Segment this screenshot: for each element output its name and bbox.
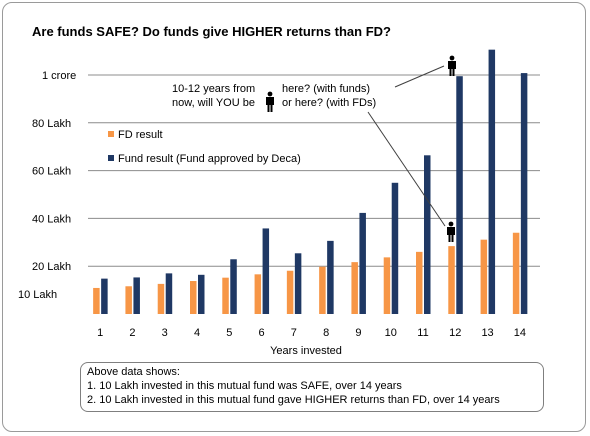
y-tick-label-60: 60 Lakh <box>32 166 71 178</box>
x-tick-label-13: 13 <box>481 327 493 339</box>
y-tick-label-20: 20 Lakh <box>32 261 71 273</box>
x-tick-label-4: 4 <box>194 327 200 339</box>
annotation-fd-label: or here? (with FDs) <box>282 97 376 109</box>
notes-line-1: 1. 10 Lakh invested in this mutual fund … <box>87 380 402 392</box>
x-tick-label-6: 6 <box>259 327 265 339</box>
person-icon-funds <box>448 55 456 76</box>
pointer-line-funds <box>394 65 445 88</box>
y-tick-label-80: 80 Lakh <box>32 118 71 130</box>
x-tick-label-14: 14 <box>514 327 526 339</box>
x-tick-label-8: 8 <box>323 327 329 339</box>
fund-bar-3 <box>165 273 173 314</box>
y-tick-label-10: 10 Lakh <box>18 289 57 301</box>
fund-bar-4 <box>198 274 205 314</box>
fund-bar-10 <box>391 182 399 314</box>
x-tick-label-2: 2 <box>129 327 135 339</box>
fund-bar-12 <box>456 76 463 314</box>
x-tick-label-11: 11 <box>417 327 428 339</box>
fd-bar-2 <box>125 286 132 314</box>
x-tick-label-3: 3 <box>162 327 168 339</box>
fd-bar-7 <box>286 270 294 314</box>
fund-bar-11 <box>424 155 431 314</box>
x-axis-label: Years invested <box>270 345 342 357</box>
fd-bar-9 <box>351 262 358 314</box>
fd-bar-6 <box>254 274 262 314</box>
fd-bar-8 <box>319 266 326 314</box>
x-tick-label-12: 12 <box>449 327 461 339</box>
notes-line-2: 2. 10 Lakh invested in this mutual fund … <box>87 394 500 406</box>
fund-bar-14 <box>520 73 528 314</box>
fd-bar-4 <box>190 281 197 314</box>
person-icon-fd <box>447 221 455 242</box>
fund-bar-7 <box>294 253 302 314</box>
x-tick-label-7: 7 <box>291 327 297 339</box>
chart-title: Are funds SAFE? Do funds give HIGHER ret… <box>32 24 391 39</box>
fund-bar-6 <box>262 228 270 314</box>
person-icon-question <box>266 91 274 112</box>
legend-label-fund: Fund result <box>118 153 173 165</box>
annotation-question-line-2: now, will YOU be <box>172 97 255 109</box>
notes-box: Above data shows: 1. 10 Lakh invested in… <box>80 362 544 412</box>
fd-bar-13 <box>480 239 488 314</box>
pointer-line-fd <box>367 111 446 227</box>
fd-bar-5 <box>222 277 229 314</box>
legend-note: (Fund approved by Deca) <box>176 153 301 165</box>
fund-bar-1 <box>101 278 108 314</box>
x-tick-label-10: 10 <box>385 327 397 339</box>
notes-heading: Above data shows: <box>87 366 180 378</box>
legend-label-fd: FD result <box>118 129 163 141</box>
x-tick-label-9: 9 <box>355 327 361 339</box>
fund-bar-9 <box>359 212 366 314</box>
y-tick-label-40: 40 Lakh <box>32 213 71 225</box>
fd-bar-14 <box>512 232 520 314</box>
fund-bar-8 <box>327 240 334 314</box>
fd-bar-10 <box>383 257 391 314</box>
annotation-funds-label: here? (with funds) <box>282 83 370 95</box>
fd-bar-11 <box>416 251 423 314</box>
y-tick-label-100: 1 crore <box>42 70 76 82</box>
legend-swatch-fund <box>108 155 114 161</box>
fund-bar-13 <box>488 49 496 314</box>
x-tick-label-1: 1 <box>97 327 103 339</box>
annotation-question-line-1: 10-12 years from <box>172 83 255 95</box>
x-tick-label-5: 5 <box>226 327 232 339</box>
chart-frame <box>2 2 586 432</box>
fd-bar-3 <box>157 283 165 314</box>
fd-bar-12 <box>448 246 455 314</box>
legend-swatch-fd <box>108 131 114 137</box>
annotation-backdrop <box>170 80 396 114</box>
fd-bar-1 <box>93 287 100 314</box>
fund-bar-5 <box>230 259 237 314</box>
fund-bar-2 <box>133 277 140 314</box>
